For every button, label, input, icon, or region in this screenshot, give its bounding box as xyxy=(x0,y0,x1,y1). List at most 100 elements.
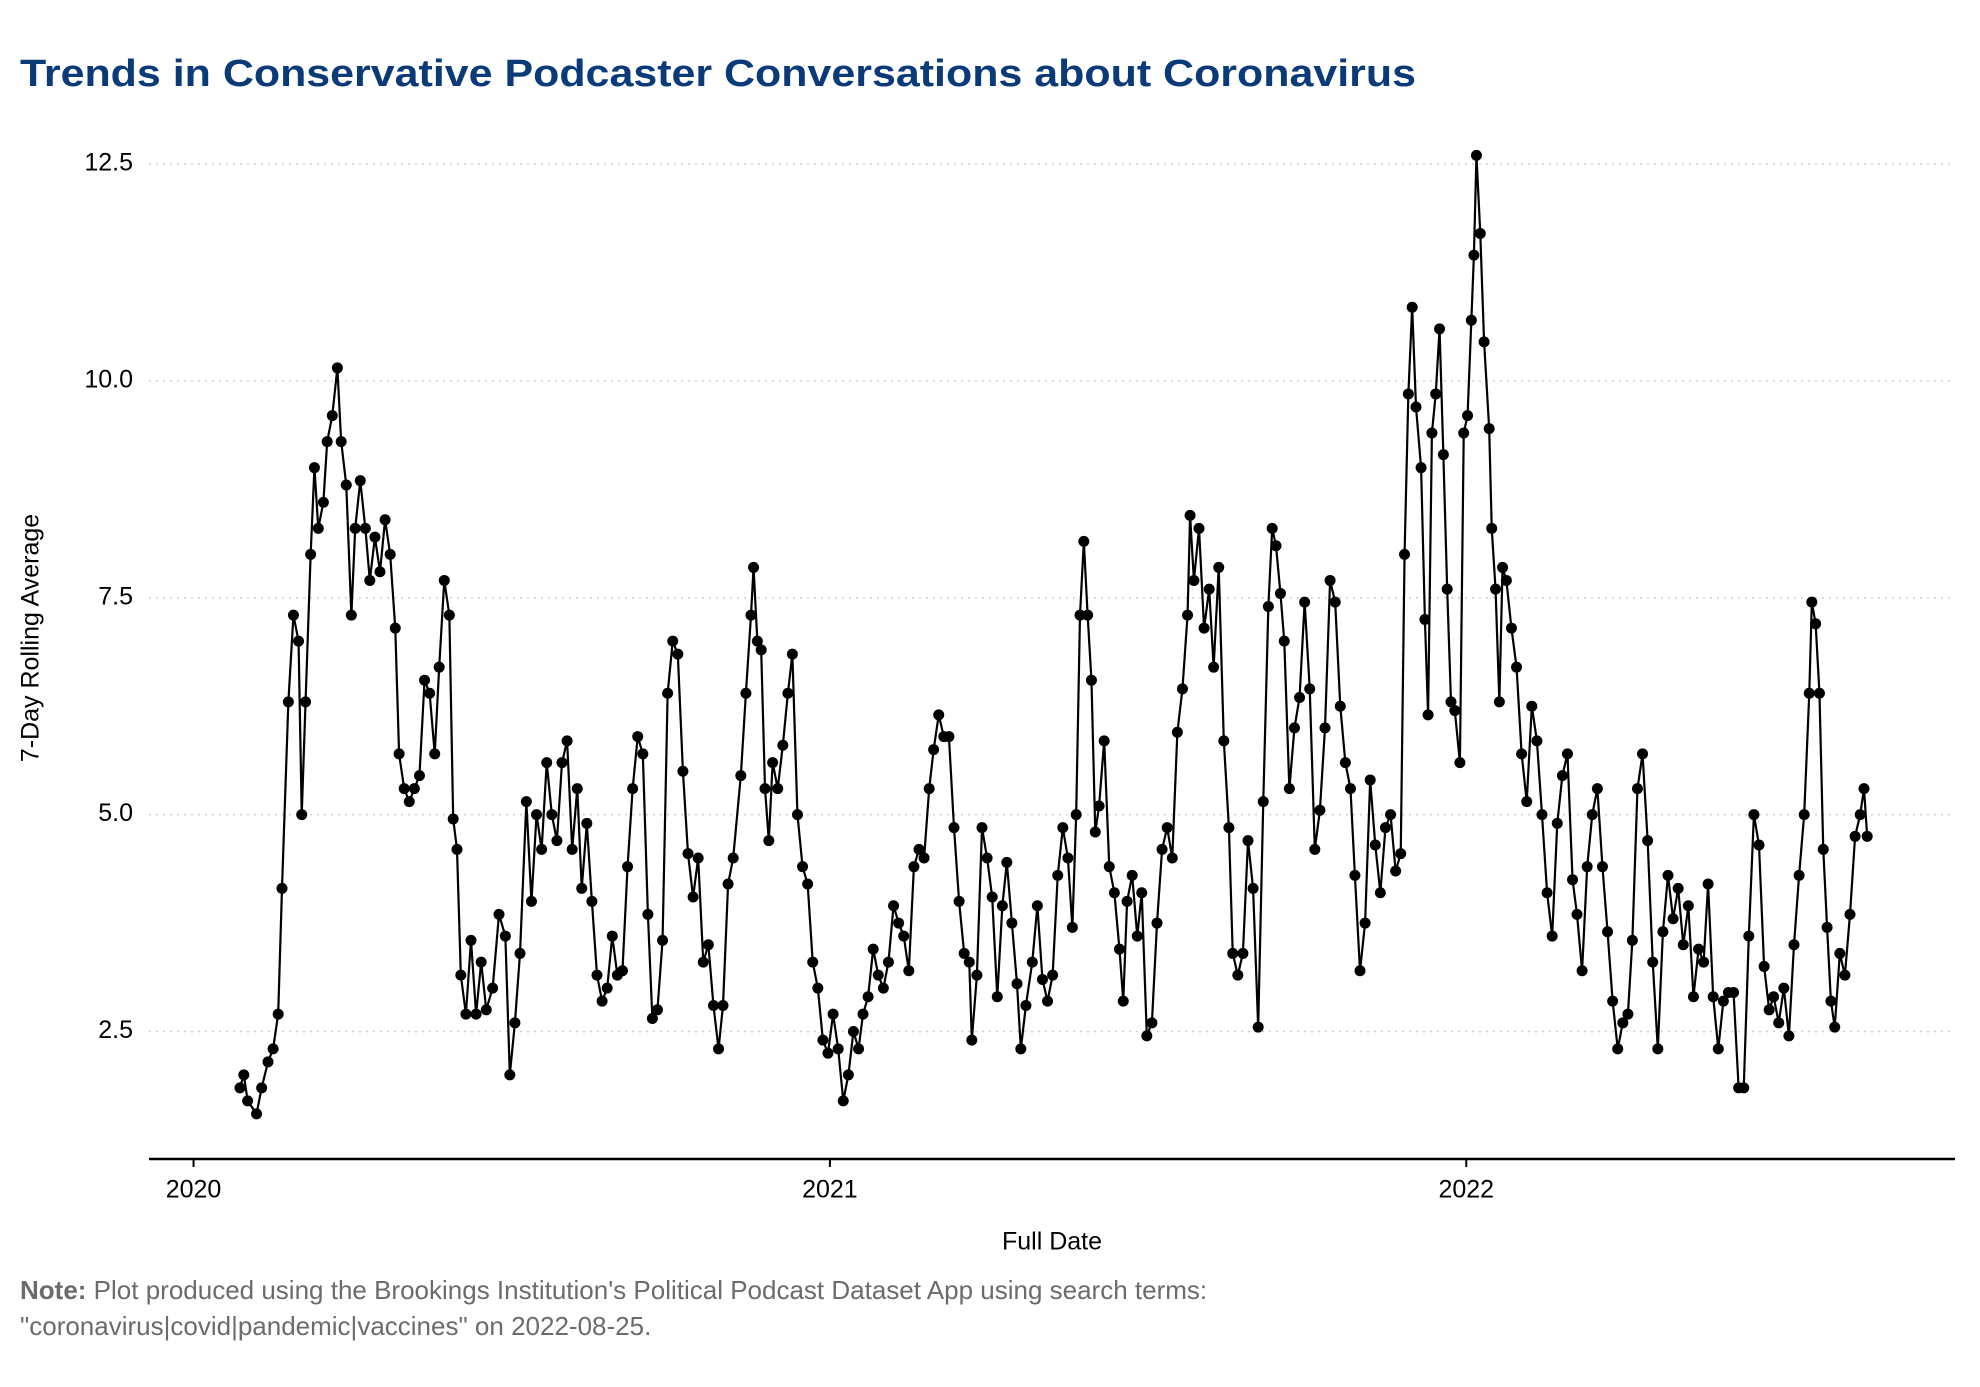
point xyxy=(1247,882,1259,894)
point xyxy=(433,661,445,673)
point xyxy=(1541,887,1553,899)
point xyxy=(1698,956,1710,968)
point xyxy=(282,696,294,708)
point xyxy=(646,1012,658,1024)
point xyxy=(853,1043,865,1055)
point xyxy=(606,930,618,942)
point xyxy=(1465,314,1477,326)
point xyxy=(1093,800,1105,812)
point xyxy=(354,475,366,487)
point xyxy=(1364,774,1376,786)
point xyxy=(1834,947,1846,959)
point xyxy=(480,1004,492,1016)
point xyxy=(1454,757,1466,769)
point xyxy=(1426,427,1438,439)
point xyxy=(1728,986,1740,998)
point xyxy=(745,609,757,621)
point xyxy=(1531,735,1543,747)
point xyxy=(918,852,930,864)
point xyxy=(1089,826,1101,838)
point xyxy=(1339,757,1351,769)
point xyxy=(740,687,752,699)
point xyxy=(1237,947,1249,959)
point xyxy=(470,1008,482,1020)
point xyxy=(1817,843,1829,855)
x-axis-title: Full Date xyxy=(1002,1228,1102,1256)
note-label: Note: xyxy=(20,1275,86,1305)
point xyxy=(1803,687,1815,699)
chart-title: Trends in Conservative Podcaster Convers… xyxy=(20,53,1416,95)
point xyxy=(1223,822,1235,834)
y-tick-label: 7.5 xyxy=(98,582,133,610)
point xyxy=(1227,947,1239,959)
point xyxy=(1156,843,1168,855)
point xyxy=(447,813,459,825)
point xyxy=(398,783,410,795)
point xyxy=(1390,865,1402,877)
point xyxy=(1445,696,1457,708)
point xyxy=(1497,561,1509,573)
point xyxy=(1078,535,1090,547)
point xyxy=(616,965,628,977)
point xyxy=(455,969,467,981)
point xyxy=(586,895,598,907)
point xyxy=(321,436,333,448)
note-text: "coronavirus|covid|pandemic|vaccines" on… xyxy=(20,1311,651,1341)
point xyxy=(1121,895,1133,907)
point xyxy=(551,835,563,847)
point xyxy=(1748,809,1760,821)
point xyxy=(1193,522,1205,534)
point xyxy=(451,843,463,855)
point xyxy=(1419,613,1431,625)
point xyxy=(1252,1021,1264,1033)
point xyxy=(1131,930,1143,942)
point xyxy=(1551,817,1563,829)
point xyxy=(591,969,603,981)
point xyxy=(1521,796,1533,808)
point xyxy=(1773,1017,1785,1029)
point xyxy=(1066,921,1078,933)
point xyxy=(1374,887,1386,899)
point xyxy=(576,882,588,894)
point xyxy=(1586,809,1598,821)
point xyxy=(1576,965,1588,977)
point xyxy=(713,1043,725,1055)
point xyxy=(1283,783,1295,795)
point xyxy=(536,843,548,855)
point xyxy=(662,687,674,699)
point xyxy=(1399,548,1411,560)
point xyxy=(1511,661,1523,673)
point xyxy=(1763,1004,1775,1016)
point xyxy=(667,635,679,647)
point xyxy=(707,999,719,1011)
point xyxy=(1430,388,1442,400)
point xyxy=(1011,978,1023,990)
point xyxy=(413,770,425,782)
point xyxy=(1266,522,1278,534)
point xyxy=(1753,839,1765,851)
point xyxy=(735,770,747,782)
point xyxy=(759,783,771,795)
point xyxy=(1581,861,1593,873)
point xyxy=(1161,822,1173,834)
point xyxy=(1188,574,1200,586)
point xyxy=(1556,770,1568,782)
point xyxy=(1612,1043,1624,1055)
point xyxy=(1657,926,1669,938)
point xyxy=(748,561,760,573)
point xyxy=(331,362,343,374)
point xyxy=(1082,609,1094,621)
point xyxy=(1662,869,1674,881)
point xyxy=(1441,583,1453,595)
point xyxy=(556,757,568,769)
point xyxy=(1844,908,1856,920)
point xyxy=(499,930,511,942)
point xyxy=(487,982,499,994)
point xyxy=(1324,574,1336,586)
point xyxy=(1278,635,1290,647)
point xyxy=(1821,921,1833,933)
point xyxy=(1858,783,1870,795)
point xyxy=(976,822,988,834)
point xyxy=(272,1008,284,1020)
point xyxy=(727,852,739,864)
